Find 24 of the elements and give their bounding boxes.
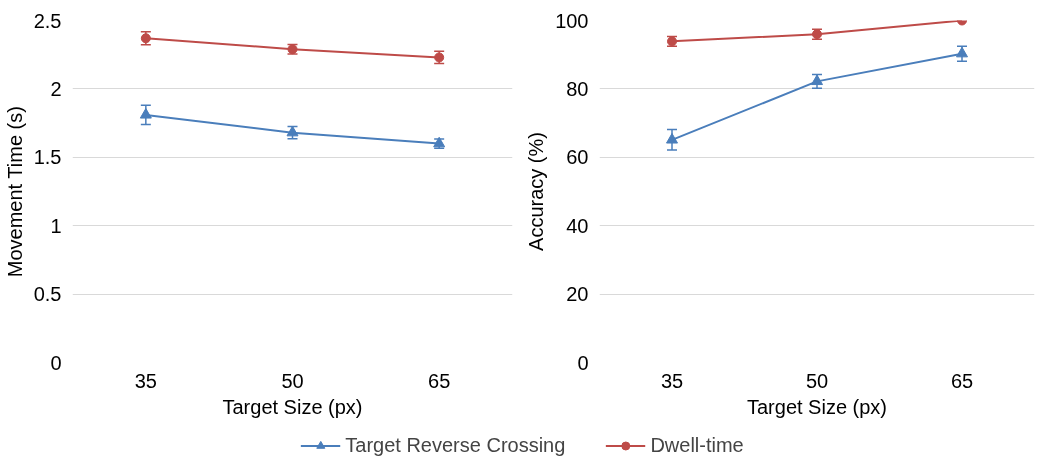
- x-tick-label: 65: [428, 369, 451, 392]
- x-axis-title: Target Size (px): [222, 395, 363, 418]
- y-tick-label: 1: [50, 214, 62, 237]
- y-axis-title: Accuracy (%): [525, 132, 548, 251]
- y-axis-title: Movement Time (s): [3, 106, 26, 278]
- y-tick-label: 40: [566, 214, 589, 237]
- x-axis-title: Target Size (px): [746, 395, 888, 418]
- y-tick-label: 0.5: [33, 283, 62, 306]
- x-tick-label: 35: [660, 369, 684, 392]
- y-tick-label: 0: [577, 351, 589, 374]
- y-tick-label: 60: [566, 146, 589, 169]
- y-tick-label: 1.5: [33, 146, 62, 169]
- legend-label: Dwell-time: [650, 433, 744, 457]
- x-tick-label: 35: [134, 369, 157, 392]
- y-tick-label: 20: [566, 283, 589, 306]
- x-tick-label: 65: [950, 369, 974, 392]
- y-tick-label: 2: [50, 77, 62, 100]
- x-tick-label: 50: [805, 369, 829, 392]
- y-tick-label: 100: [555, 9, 589, 32]
- y-tick-label: 2.5: [33, 9, 62, 32]
- y-tick-label: 0: [50, 351, 62, 374]
- y-tick-label: 80: [566, 77, 589, 100]
- x-tick-label: 50: [281, 369, 304, 392]
- legend-label: Target Reverse Crossing: [345, 433, 566, 457]
